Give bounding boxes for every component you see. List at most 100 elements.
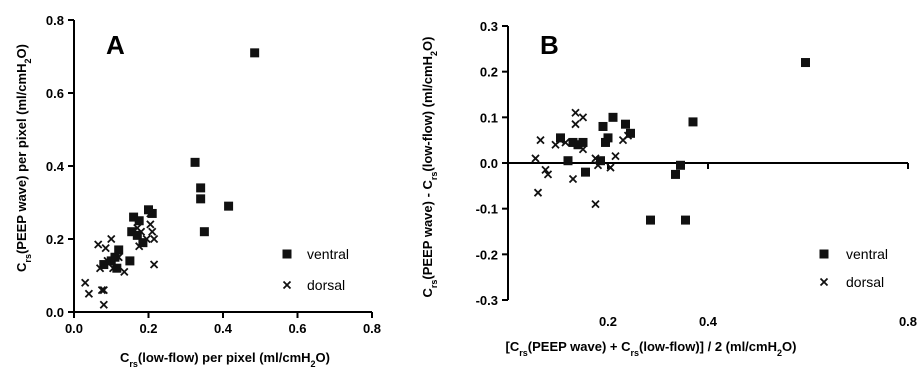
legend-marker-ventral-a — [282, 249, 292, 259]
x-tick-label-b: 0.2 — [599, 314, 617, 329]
data-point-b-ventral — [671, 169, 680, 179]
x-tick-label-a: 0.2 — [139, 321, 157, 336]
data-point-b-ventral — [688, 117, 698, 127]
data-point-a-ventral — [199, 227, 209, 237]
data-point-a-ventral — [114, 245, 124, 255]
data-point-b-ventral — [608, 112, 618, 122]
data-point-a-dorsal — [114, 253, 123, 262]
data-point-a-dorsal — [149, 234, 159, 244]
x-tick-label-b: 0.4 — [699, 314, 718, 329]
data-point-a-dorsal — [95, 264, 105, 273]
y-tick-label-b: -0.1 — [476, 202, 498, 217]
x-tick-label-a: 0.4 — [214, 321, 233, 336]
data-point-a-dorsal — [94, 240, 103, 249]
data-point-a-dorsal — [97, 285, 107, 295]
data-point-b-ventral — [578, 137, 588, 147]
data-point-b-dorsal — [571, 108, 580, 117]
data-point-b-dorsal — [571, 120, 580, 129]
data-point-b-dorsal — [591, 154, 600, 163]
data-point-a-dorsal — [81, 278, 90, 287]
y-axis-label-b: Crs(PEEP wave) - Crs(low-flow) (ml/cmH2O… — [420, 37, 439, 298]
y-axis-label-a: Crs(PEEP wave) per pixel (ml/cmH2O) — [14, 44, 33, 272]
legend-label-ventral-a: ventral — [307, 246, 349, 262]
data-point-b-ventral — [568, 137, 578, 147]
data-point-b-dorsal — [536, 136, 545, 145]
data-point-a-dorsal — [99, 300, 108, 309]
data-point-b-ventral — [646, 215, 655, 225]
data-point-b-ventral — [596, 156, 605, 166]
y-tick-label-b: 0.2 — [480, 65, 498, 80]
data-point-b-dorsal — [593, 161, 603, 170]
data-point-b-ventral — [676, 160, 685, 170]
data-point-a-dorsal — [149, 260, 159, 269]
y-tick-label-b: -0.3 — [476, 293, 498, 308]
data-point-a-dorsal — [84, 289, 94, 298]
data-point-b-ventral — [581, 167, 590, 177]
data-point-a-dorsal — [107, 234, 116, 244]
data-point-b-ventral — [681, 215, 690, 225]
x-tick-label-a: 0.6 — [288, 321, 306, 336]
data-point-a-ventral — [138, 238, 148, 248]
y-tick-label-a: 0.6 — [46, 86, 64, 101]
x-axis-label-b: [Crs(PEEP wave) + Crs(low-flow)] / 2 (ml… — [506, 339, 797, 358]
data-point-a-ventral — [224, 201, 234, 211]
legend-marker-dorsal-b — [819, 277, 829, 287]
data-point-b-ventral — [563, 156, 573, 166]
panel-label-b: B — [540, 30, 559, 60]
data-point-a-dorsal — [108, 264, 118, 273]
y-tick-label-b: 0.3 — [480, 19, 498, 34]
data-point-a-ventral — [129, 212, 139, 222]
data-point-b-dorsal — [561, 138, 570, 147]
data-point-a-ventral — [99, 260, 109, 270]
data-point-a-ventral — [250, 48, 260, 58]
legend-label-dorsal-a: dorsal — [307, 277, 345, 293]
data-point-a-ventral — [132, 230, 142, 240]
data-point-a-ventral — [196, 194, 206, 204]
data-point-b-dorsal — [578, 113, 588, 122]
data-point-b-ventral — [556, 133, 565, 143]
data-point-b-dorsal — [541, 165, 550, 174]
data-point-a-ventral — [134, 216, 144, 226]
x-axis-label-a: Crs(low-flow) per pixel (ml/cmH2O) — [120, 350, 330, 369]
data-point-a-dorsal — [135, 242, 144, 251]
data-point-a-dorsal — [103, 256, 112, 266]
x-tick-label-a: 0.0 — [65, 321, 83, 336]
panel-label-a: A — [106, 30, 125, 60]
y-tick-label-b: -0.2 — [476, 247, 498, 262]
y-tick-label-a: 0.0 — [46, 305, 64, 320]
data-point-b-ventral — [801, 58, 810, 68]
panel-a: 0.0 0.2 0.4 0.6 0.8 0.0 0.2 0.4 0.6 0.8 Crs(low-fl… — [14, 13, 381, 369]
data-point-b-dorsal — [591, 199, 600, 209]
data-point-b-ventral — [598, 121, 608, 131]
legend-label-ventral-b: ventral — [846, 246, 888, 262]
data-point-b-dorsal — [606, 163, 615, 172]
y-tick-label-a: 0.8 — [46, 13, 64, 28]
data-point-a-dorsal — [99, 285, 108, 295]
data-point-b-dorsal — [533, 188, 543, 197]
data-point-a-ventral — [127, 227, 137, 237]
data-point-b-ventral — [601, 137, 610, 147]
data-point-b-dorsal — [531, 154, 540, 163]
data-point-a-dorsal — [146, 220, 155, 229]
data-point-a-ventral — [125, 256, 135, 266]
data-point-a-ventral — [190, 157, 200, 167]
y-tick-label-b: 0.1 — [480, 110, 498, 125]
data-point-b-dorsal — [556, 136, 565, 145]
data-point-b-ventral — [603, 133, 613, 143]
data-point-a-ventral — [110, 252, 120, 262]
x-tick-label-a: 0.8 — [363, 321, 381, 336]
data-point-a-dorsal — [142, 234, 151, 244]
y-tick-label-a: 0.4 — [46, 159, 65, 174]
data-point-a-ventral — [147, 208, 157, 218]
data-point-b-dorsal — [568, 174, 578, 184]
data-point-b-dorsal — [578, 145, 588, 154]
data-point-b-dorsal — [611, 152, 620, 161]
legend-marker-ventral-b — [819, 249, 829, 259]
legend-label-dorsal-b: dorsal — [846, 274, 884, 290]
data-point-a-ventral — [112, 263, 122, 273]
data-point-b-dorsal — [623, 131, 633, 140]
x-tick-label-b: 0.8 — [899, 314, 917, 329]
data-point-a-dorsal — [148, 227, 157, 236]
data-point-b-dorsal — [543, 170, 553, 179]
